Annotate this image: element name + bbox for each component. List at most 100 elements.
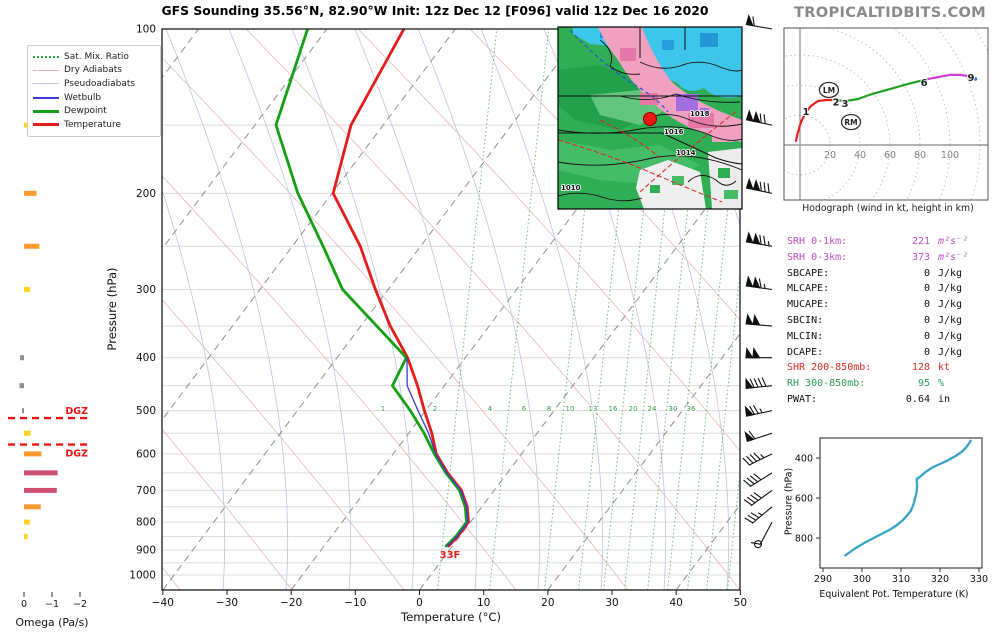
y-tick-label: 500 xyxy=(136,405,156,417)
theta-e-x-tick-label: 310 xyxy=(892,574,910,585)
hodograph-trace xyxy=(794,98,835,142)
omega-axis-title: Omega (Pa/s) xyxy=(15,616,89,629)
omega-bar xyxy=(24,190,37,196)
omega-bar xyxy=(24,287,31,293)
index-unit: m²s⁻² xyxy=(938,251,969,263)
hodograph-height-label: 6 xyxy=(921,78,928,89)
y-tick-label: 100 xyxy=(136,24,156,36)
legend-line-sample xyxy=(33,123,59,127)
hodograph-ring-label: 60 xyxy=(884,150,896,161)
legend-item: Dry Adiabats xyxy=(33,64,155,78)
index-row: SBCAPE: 0 J/kg xyxy=(787,268,992,284)
map-precip-graphics: 1018 1016 1014 1010 xyxy=(558,27,742,209)
y-tick-label: 1000 xyxy=(129,570,156,582)
y-tick-label: 700 xyxy=(136,485,156,497)
mixing-ratio-label: 4 xyxy=(488,405,493,413)
index-label: SHR 200-850mb: xyxy=(787,362,872,374)
skewt-axes: −40 −30 −20 −10 0 10 20 30 40 50 100 200 300 400 500 60… xyxy=(129,24,747,610)
wind-barb xyxy=(743,489,773,507)
omega-bar xyxy=(19,383,24,389)
omega-bar xyxy=(24,122,28,128)
wind-barb xyxy=(750,521,773,546)
pseudoadiabat-line xyxy=(165,29,289,590)
index-label: MLCIN: xyxy=(787,330,824,342)
index-unit: kt xyxy=(938,362,951,374)
legend-label: Wetbulb xyxy=(64,92,102,103)
legend-item: Pseudoadiabats xyxy=(33,77,155,91)
legend-label: Sat. Mix. Ratio xyxy=(64,51,129,62)
hodograph-height-label: 9 xyxy=(968,73,975,84)
legend-label: Pseudoadiabats xyxy=(64,78,136,89)
wind-barb xyxy=(744,430,773,442)
legend-line-sample xyxy=(33,96,59,99)
y-tick-label: 200 xyxy=(136,188,156,200)
index-value: 0 xyxy=(923,314,930,326)
x-tick-label: −40 xyxy=(152,597,174,609)
hodograph-height-label: 2 xyxy=(833,97,840,108)
storm-motion-label: RM xyxy=(844,118,857,127)
pseudoadiabat-line xyxy=(162,188,226,590)
isotherm-line xyxy=(290,29,713,590)
skewt-border xyxy=(161,28,741,591)
index-label: SRH 0-3km: xyxy=(787,251,848,263)
wind-barb xyxy=(745,347,772,359)
surface-temp-label: 33F xyxy=(440,550,461,561)
wind-barb xyxy=(744,405,773,417)
theta-e-x-tick-label: 290 xyxy=(814,574,832,585)
legend-line-sample xyxy=(33,69,59,71)
index-label: MUCAPE: xyxy=(787,299,830,311)
y-tick-label: 400 xyxy=(136,352,156,364)
index-unit: in xyxy=(938,393,951,405)
index-value: 373 xyxy=(911,251,930,263)
index-label: MLCAPE: xyxy=(787,283,830,295)
legend-line-sample xyxy=(33,109,59,113)
omega-bar xyxy=(20,355,24,361)
isotherm-line xyxy=(162,29,456,421)
theta-e-xaxis-title: Equivalent Pot. Temperature (K) xyxy=(819,589,969,600)
dgz-label: DGZ xyxy=(65,406,88,417)
hodograph-ring-label: 100 xyxy=(941,150,959,161)
omega-tick-label: −2 xyxy=(73,599,87,610)
theta-e-y-tick-label: 600 xyxy=(795,494,813,505)
pseudoadiabat-line xyxy=(417,29,541,590)
index-unit: % xyxy=(938,378,945,390)
hodograph-height-label: 3 xyxy=(842,99,849,110)
map-border xyxy=(557,26,743,210)
legend-item: Dewpoint xyxy=(33,104,155,118)
x-tick-label: −20 xyxy=(280,597,302,609)
theta-e-border xyxy=(819,437,983,569)
map-trough-line xyxy=(569,29,669,113)
legend-line-sample xyxy=(33,55,59,58)
wind-barb xyxy=(745,177,773,194)
theta-e-x-tick-label: 300 xyxy=(853,574,871,585)
index-unit: J/kg xyxy=(938,283,963,295)
legend-item: Wetbulb xyxy=(33,91,155,105)
mixing-ratio-label: 6 xyxy=(522,405,527,413)
hodograph-trace xyxy=(831,77,930,103)
skewt-profile-curves xyxy=(274,29,470,548)
map-inset: 1018 1016 1014 1010 xyxy=(557,26,743,210)
mixing-ratio-label: 8 xyxy=(547,405,551,413)
legend-item: Temperature xyxy=(33,118,155,132)
site-branding: TROPICALTIDBITS.COM xyxy=(793,4,986,21)
hodograph-ring-label: 20 xyxy=(824,150,836,161)
omega-bar xyxy=(24,519,30,525)
dgz-label: DGZ xyxy=(65,449,88,460)
index-row: SRH 0-3km: 373 m²s⁻² xyxy=(787,252,992,268)
theta-e-yaxis-title: Pressure (hPa) xyxy=(783,467,795,536)
omega-tick-label: −1 xyxy=(45,599,59,610)
dry-adiabat-line xyxy=(162,298,405,590)
theta-e-y-tick-label: 800 xyxy=(795,534,813,545)
skewt-plot-background: 1 2 4 6 8 10 13 16 20 24 30 36 xyxy=(162,29,740,590)
theta-e-curve xyxy=(843,439,973,557)
skewt-legend: Sat. Mix. Ratio Dry Adiabats Pseudoadiabat… xyxy=(27,45,161,137)
y-tick-label: 800 xyxy=(136,517,156,529)
skewt-yaxis-title: Pressure (hPa) xyxy=(105,267,119,351)
hodograph-ring-label: 80 xyxy=(914,150,926,161)
index-row: MLCAPE: 0 J/kg xyxy=(787,283,992,299)
index-row: SBCIN: 0 J/kg xyxy=(787,315,992,331)
figure-title: GFS Sounding 35.56°N, 82.90°W Init: 12z … xyxy=(161,3,709,18)
wind-barb xyxy=(745,231,773,247)
